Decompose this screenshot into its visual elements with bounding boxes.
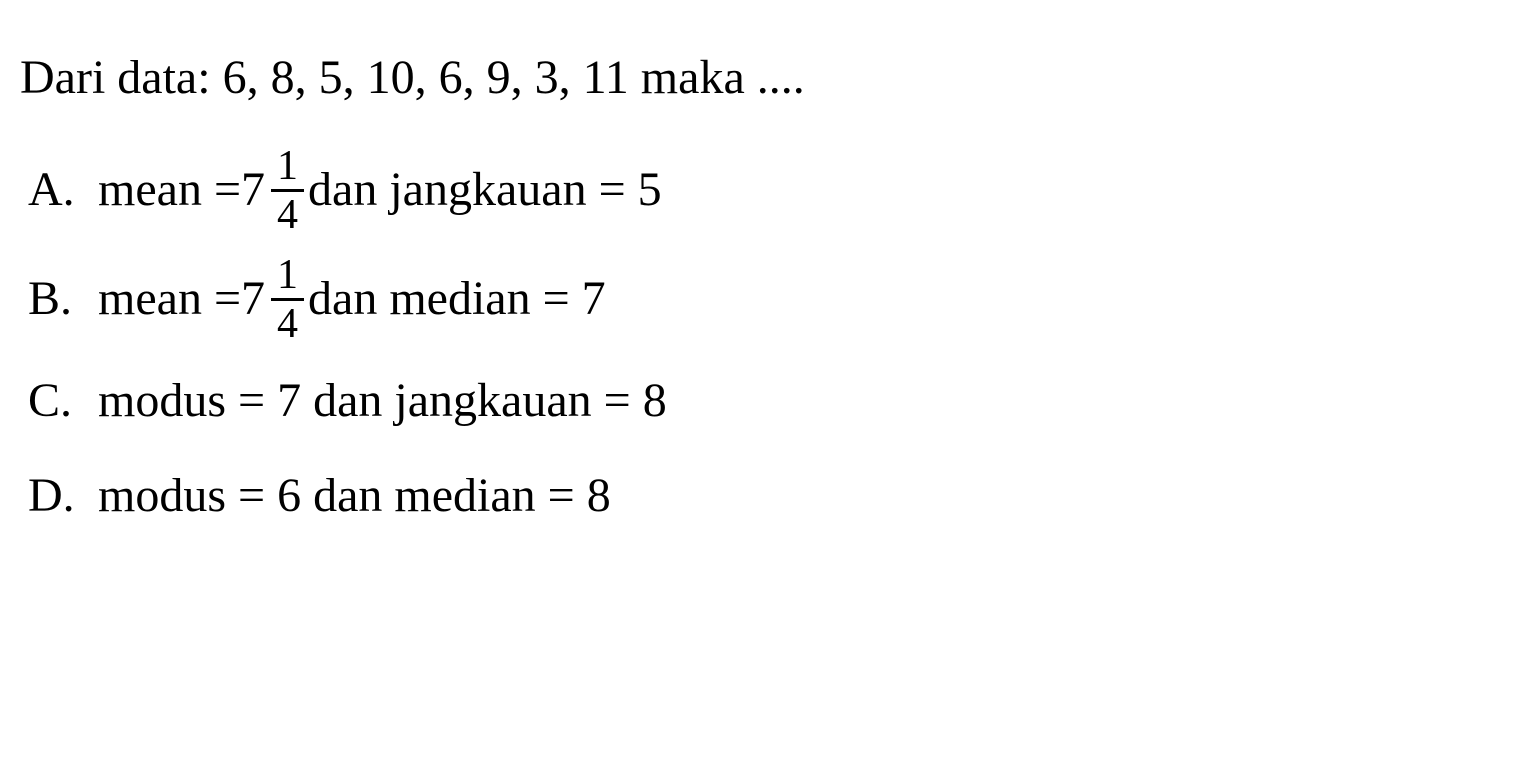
question-suffix: maka .... xyxy=(629,51,805,104)
option-a-content: mean = 7 1 4 dan jangkauan = 5 xyxy=(98,145,662,236)
option-c-content: modus = 7 dan jangkauan = 8 xyxy=(98,363,667,440)
option-b-text-before: mean = xyxy=(98,261,241,338)
option-b-label: B. xyxy=(28,261,98,338)
option-b-mixed-number: 7 1 4 xyxy=(241,254,308,345)
option-a-mixed-number: 7 1 4 xyxy=(241,145,308,236)
option-c: C. modus = 7 dan jangkauan = 8 xyxy=(20,363,1493,440)
option-a-text-before: mean = xyxy=(98,152,241,229)
option-a-label: A. xyxy=(28,152,98,229)
option-a: A. mean = 7 1 4 dan jangkauan = 5 xyxy=(20,145,1493,236)
option-b: B. mean = 7 1 4 dan median = 7 xyxy=(20,254,1493,345)
option-a-denominator: 4 xyxy=(271,192,304,236)
question-prefix: Dari data: xyxy=(20,51,223,104)
option-b-whole: 7 xyxy=(241,261,265,338)
option-b-content: mean = 7 1 4 dan median = 7 xyxy=(98,254,606,345)
option-b-numerator: 1 xyxy=(271,254,304,301)
option-a-numerator: 1 xyxy=(271,145,304,192)
option-d: D. modus = 6 dan median = 8 xyxy=(20,458,1493,535)
option-d-content: modus = 6 dan median = 8 xyxy=(98,458,611,535)
option-a-fraction: 1 4 xyxy=(271,145,304,236)
option-b-fraction: 1 4 xyxy=(271,254,304,345)
option-a-text-after: dan jangkauan = 5 xyxy=(308,152,662,229)
option-b-text-after: dan median = 7 xyxy=(308,261,606,338)
option-d-label: D. xyxy=(28,458,98,535)
question-text: Dari data: 6, 8, 5, 10, 6, 9, 3, 11 maka… xyxy=(20,40,1493,117)
question-data-values: 6, 8, 5, 10, 6, 9, 3, 11 xyxy=(223,51,629,104)
option-c-label: C. xyxy=(28,363,98,440)
option-a-whole: 7 xyxy=(241,152,265,229)
option-b-denominator: 4 xyxy=(271,301,304,345)
question-container: Dari data: 6, 8, 5, 10, 6, 9, 3, 11 maka… xyxy=(20,40,1493,534)
